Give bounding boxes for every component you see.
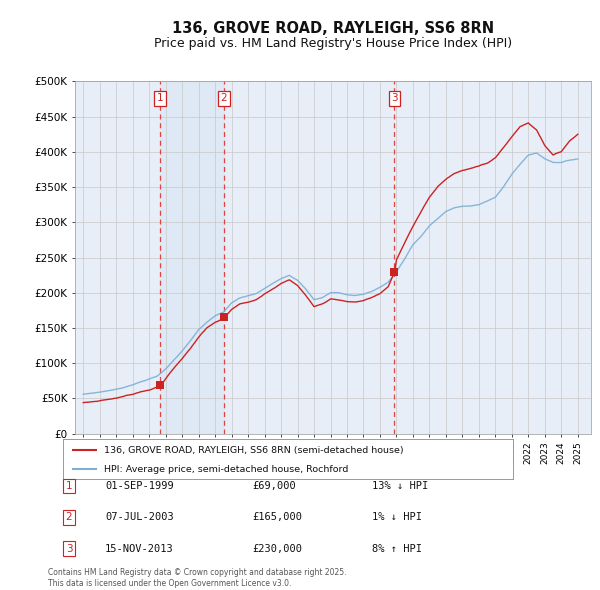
Text: £165,000: £165,000	[252, 513, 302, 522]
Text: Price paid vs. HM Land Registry's House Price Index (HPI): Price paid vs. HM Land Registry's House …	[154, 37, 512, 50]
Text: 136, GROVE ROAD, RAYLEIGH, SS6 8RN: 136, GROVE ROAD, RAYLEIGH, SS6 8RN	[172, 21, 494, 36]
Text: 2: 2	[65, 513, 73, 522]
Bar	[160, 81, 224, 434]
Text: 13% ↓ HPI: 13% ↓ HPI	[372, 481, 428, 491]
Text: 07-JUL-2003: 07-JUL-2003	[105, 513, 174, 522]
Text: 1: 1	[157, 93, 164, 103]
Text: £230,000: £230,000	[252, 544, 302, 553]
Text: 3: 3	[65, 544, 73, 553]
Text: 15-NOV-2013: 15-NOV-2013	[105, 544, 174, 553]
Text: 01-SEP-1999: 01-SEP-1999	[105, 481, 174, 491]
Text: 1% ↓ HPI: 1% ↓ HPI	[372, 513, 422, 522]
Text: £69,000: £69,000	[252, 481, 296, 491]
Text: HPI: Average price, semi-detached house, Rochford: HPI: Average price, semi-detached house,…	[104, 464, 348, 474]
Text: Contains HM Land Registry data © Crown copyright and database right 2025.
This d: Contains HM Land Registry data © Crown c…	[48, 568, 347, 588]
Text: 1: 1	[65, 481, 73, 491]
Text: 8% ↑ HPI: 8% ↑ HPI	[372, 544, 422, 553]
Text: 3: 3	[391, 93, 398, 103]
Text: 136, GROVE ROAD, RAYLEIGH, SS6 8RN (semi-detached house): 136, GROVE ROAD, RAYLEIGH, SS6 8RN (semi…	[104, 445, 403, 455]
Text: 2: 2	[220, 93, 227, 103]
